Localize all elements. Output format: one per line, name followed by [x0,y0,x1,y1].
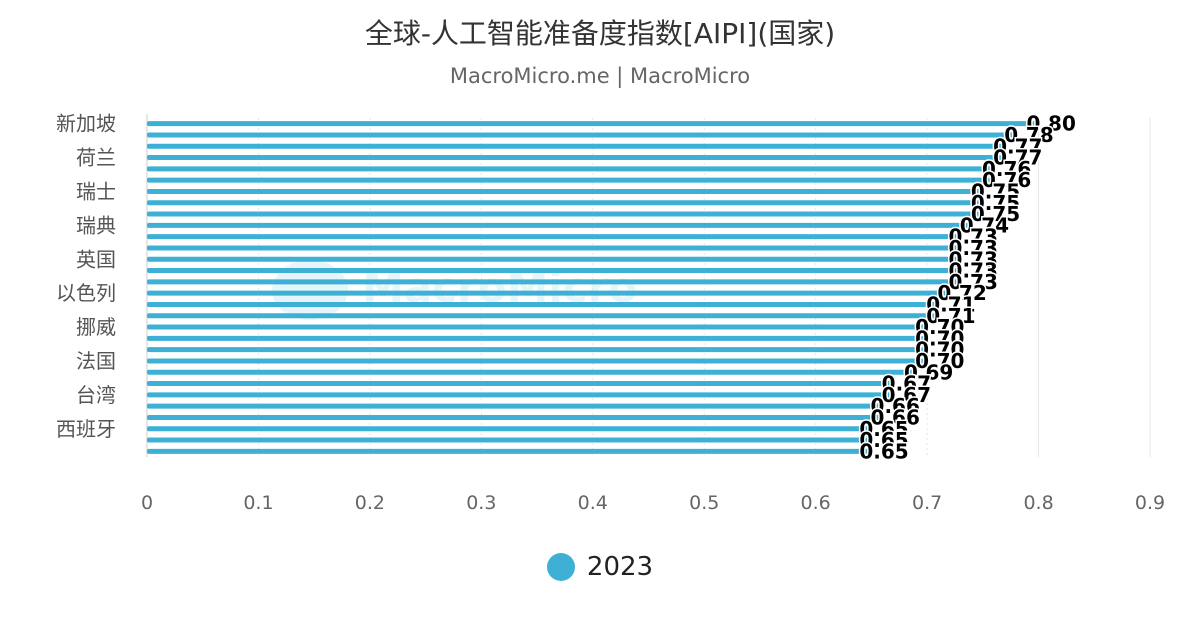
bar [147,313,939,319]
data-label: 0.75 [971,179,1020,203]
y-tick-label: 挪威 [76,315,116,339]
data-label: 0.80 [1027,112,1076,136]
data-label: 0.72 [937,281,986,305]
bar [147,143,1006,149]
data-label: 0.77 [993,134,1042,158]
y-tick-label: 新加坡 [56,112,116,136]
data-label: 0.73 [949,270,998,294]
data-label: 0.71 [926,304,975,328]
bar [147,166,994,172]
bar [147,155,1006,161]
bar [147,290,950,296]
bar [147,279,961,285]
data-label: 0.73 [949,236,998,260]
data-label: 0.70 [915,338,964,362]
bar [147,245,961,251]
bar [147,369,916,375]
x-tick-label: 0.4 [578,492,608,514]
data-label: 0.77 [993,146,1042,170]
bar [147,335,928,341]
legend[interactable]: 2023 [0,552,1200,582]
x-tick-label: 0.9 [1135,492,1165,514]
data-label: 0.76 [982,157,1031,181]
data-label: 0.70 [915,326,964,350]
bar [147,132,1017,138]
x-tick-label: 0.1 [243,492,273,514]
bar [147,381,894,387]
x-tick-label: 0.8 [1023,492,1053,514]
bar [147,211,983,217]
data-label: 0.76 [982,168,1031,192]
bar [147,437,872,443]
y-tick-label: 瑞典 [76,213,116,237]
data-label: 0.71 [926,292,975,316]
bar [147,256,961,262]
bar [147,234,961,240]
bar [147,324,928,330]
y-tick-label: 法国 [76,349,116,373]
data-label: 0.78 [1004,123,1053,147]
data-label: 0.66 [871,405,920,429]
y-tick-label: 台湾 [76,383,116,407]
data-label: 0.70 [915,349,964,373]
x-tick-label: 0 [141,492,153,514]
bar [147,222,972,228]
bar [147,301,939,307]
data-label: 0.73 [949,259,998,283]
x-tick-label: 0.3 [466,492,496,514]
chart-subtitle: MacroMicro.me | MacroMicro [449,64,751,88]
data-label: 0.67 [882,372,931,396]
bar [147,358,928,364]
data-label: 0.66 [871,394,920,418]
bar [147,347,928,353]
y-tick-label: 西班牙 [56,417,116,441]
y-tick-label: 瑞士 [76,179,116,203]
data-label: 0.75 [971,191,1020,215]
x-tick-label: 0.7 [912,492,942,514]
bar [147,188,983,194]
data-label: 0.75 [971,202,1020,226]
data-label: 0.69 [904,360,953,384]
data-label: 0.70 [915,315,964,339]
data-label: 0.65 [859,417,908,441]
x-tick-label: 0.6 [801,492,831,514]
chart-title: 全球-人工智能准备度指数[AIPI](国家) [364,17,836,50]
bar [147,414,883,420]
data-label: 0.73 [949,247,998,271]
y-tick-label: 英国 [76,247,116,271]
bar [147,448,872,454]
bar [147,200,983,206]
bar [147,392,894,398]
data-label: 0.65 [859,428,908,452]
bar [147,268,961,274]
data-label: 0.73 [949,225,998,249]
x-tick-label: 0.5 [689,492,719,514]
legend-label[interactable]: 2023 [586,552,654,582]
data-label: 0.65 [859,439,908,463]
bar [147,177,994,183]
data-label: 0.67 [882,383,931,407]
bar [147,426,872,432]
x-tick-label: 0.2 [355,492,385,514]
legend-swatch[interactable] [546,553,575,581]
y-tick-label: 以色列 [56,281,116,305]
data-label: 0.74 [960,213,1009,237]
bar [147,403,883,409]
bar [147,121,1039,127]
y-tick-label: 荷兰 [76,146,116,170]
